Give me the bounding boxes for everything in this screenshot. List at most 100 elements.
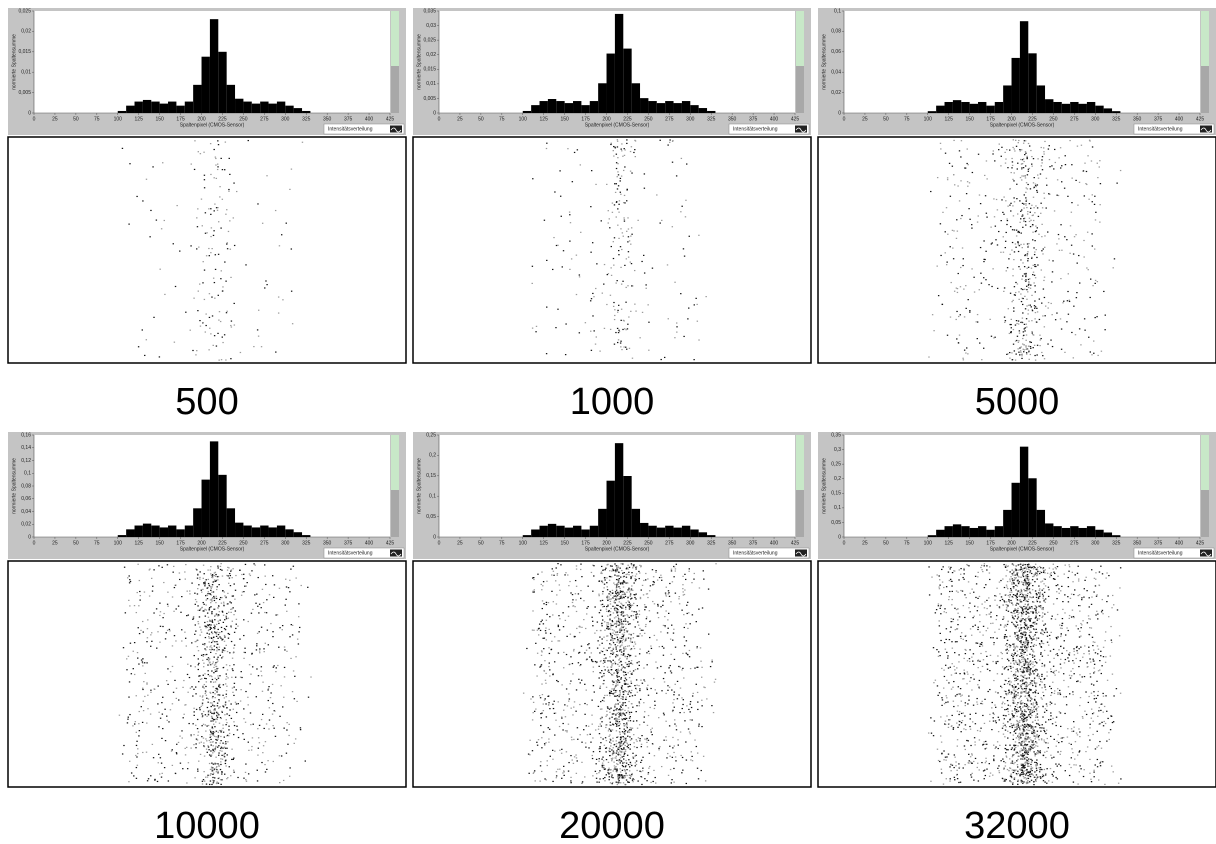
event-dot bbox=[678, 694, 679, 695]
event-dot bbox=[210, 606, 211, 607]
event-dot bbox=[1010, 293, 1011, 294]
event-dot bbox=[629, 766, 630, 767]
event-dot bbox=[174, 635, 175, 636]
event-dot bbox=[203, 602, 204, 603]
event-dot bbox=[653, 678, 654, 679]
event-dot bbox=[1038, 178, 1039, 179]
event-dot bbox=[250, 575, 251, 576]
event-dot bbox=[1044, 141, 1045, 142]
event-dot bbox=[689, 650, 690, 651]
event-dot bbox=[636, 611, 637, 612]
event-dot bbox=[614, 315, 615, 316]
event-dot bbox=[199, 675, 200, 676]
event-dot bbox=[631, 738, 632, 739]
event-dot bbox=[219, 675, 220, 676]
event-dot bbox=[977, 314, 978, 315]
event-dot bbox=[962, 358, 963, 359]
event-dot bbox=[621, 669, 622, 670]
event-dot bbox=[698, 235, 699, 236]
event-dot bbox=[232, 692, 233, 693]
y-axis-label: normierte Spaltensumme bbox=[11, 458, 17, 514]
event-dot bbox=[687, 602, 688, 603]
event-dot bbox=[980, 203, 981, 204]
y-tick-label: 0,015 bbox=[18, 49, 31, 55]
event-dot bbox=[628, 634, 629, 635]
event-dot bbox=[684, 636, 685, 637]
event-dot bbox=[215, 721, 216, 722]
event-dot bbox=[279, 245, 280, 246]
event-dot bbox=[1003, 291, 1004, 292]
event-dot bbox=[986, 160, 987, 161]
x-tick-label: 50 bbox=[73, 540, 79, 546]
event-dot bbox=[258, 310, 259, 311]
event-dot bbox=[598, 761, 599, 762]
event-dot bbox=[1015, 292, 1016, 293]
event-dot bbox=[1033, 265, 1034, 266]
event-dot bbox=[610, 565, 611, 566]
event-dot bbox=[546, 620, 547, 621]
event-dot bbox=[258, 737, 259, 738]
event-dot bbox=[622, 770, 623, 771]
event-dot bbox=[558, 652, 559, 653]
event-dot bbox=[214, 641, 215, 642]
event-dot bbox=[249, 664, 250, 665]
event-dot bbox=[645, 284, 646, 285]
event-dot bbox=[572, 594, 573, 595]
event-dot bbox=[1060, 224, 1061, 225]
event-dot bbox=[545, 698, 546, 699]
event-dot bbox=[1025, 274, 1026, 275]
event-dot bbox=[198, 247, 199, 248]
event-dot bbox=[656, 639, 657, 640]
x-tick-label: 400 bbox=[365, 116, 374, 122]
event-dot bbox=[701, 705, 702, 706]
event-dot bbox=[307, 587, 308, 588]
event-dot bbox=[576, 586, 577, 587]
event-dot bbox=[548, 647, 549, 648]
event-dot bbox=[612, 693, 613, 694]
event-dot bbox=[195, 666, 196, 667]
event-dot bbox=[661, 580, 662, 581]
event-dot bbox=[605, 569, 606, 570]
histogram-bar bbox=[995, 102, 1003, 113]
event-dot bbox=[687, 318, 688, 319]
event-dot bbox=[618, 670, 619, 671]
event-dot bbox=[1035, 266, 1036, 267]
event-dot bbox=[225, 702, 226, 703]
event-dot bbox=[1077, 680, 1078, 681]
event-dot bbox=[534, 770, 535, 771]
event-dot bbox=[615, 593, 616, 594]
event-dot bbox=[623, 320, 624, 321]
event-dot bbox=[147, 695, 148, 696]
event-dot bbox=[627, 568, 628, 569]
event-dot bbox=[614, 610, 615, 611]
event-dot bbox=[139, 599, 140, 600]
event-dot bbox=[686, 163, 687, 164]
event-dot bbox=[649, 653, 650, 654]
event-dot bbox=[1060, 147, 1061, 148]
event-dot bbox=[257, 770, 258, 771]
event-dot bbox=[594, 691, 595, 692]
event-dot bbox=[648, 322, 649, 323]
event-dot bbox=[1029, 221, 1030, 222]
event-dot bbox=[214, 693, 215, 694]
event-dot bbox=[182, 687, 183, 688]
event-dot bbox=[132, 725, 133, 726]
event-dot bbox=[1094, 196, 1095, 197]
histogram-bar bbox=[118, 535, 126, 537]
event-dot bbox=[214, 769, 215, 770]
event-dot bbox=[605, 568, 606, 569]
event-dot bbox=[612, 684, 613, 685]
event-dot bbox=[618, 780, 619, 781]
event-dot bbox=[214, 719, 215, 720]
event-dot bbox=[216, 731, 217, 732]
event-dot bbox=[1024, 273, 1025, 274]
event-dot bbox=[1104, 329, 1105, 330]
event-dot bbox=[546, 260, 547, 261]
event-dot bbox=[214, 708, 215, 709]
histogram-bar bbox=[1062, 528, 1070, 537]
event-dot bbox=[601, 625, 602, 626]
event-dot bbox=[175, 640, 176, 641]
event-dot bbox=[977, 221, 978, 222]
event-dot bbox=[1025, 345, 1026, 346]
event-dot bbox=[621, 741, 622, 742]
